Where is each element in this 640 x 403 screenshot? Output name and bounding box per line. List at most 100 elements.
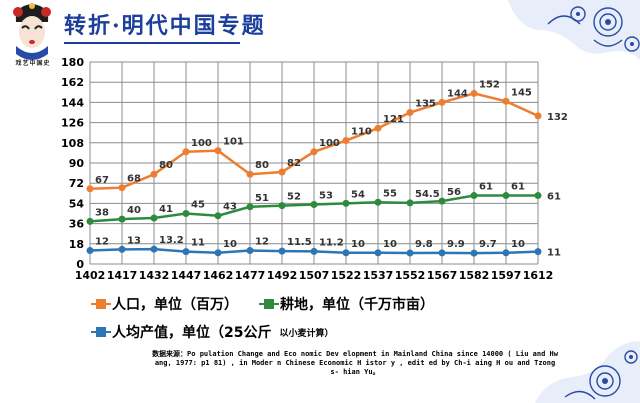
x-tick-label: 1567 [427, 269, 458, 282]
data-label-population: 135 [415, 99, 436, 110]
x-tick-label: 1582 [459, 269, 490, 282]
data-label-population: 68 [127, 174, 141, 185]
x-tick-label: 1477 [235, 269, 266, 282]
data-point-farmland [470, 192, 478, 200]
y-tick-label: 72 [69, 177, 84, 190]
data-point-farmland [278, 202, 286, 210]
data-point-farmland [342, 199, 350, 207]
data-point-farmland [310, 201, 318, 209]
legend-label-farmland: 耕地，单位（千万市亩） [280, 297, 434, 313]
data-label-per_capita: 10 [351, 239, 365, 250]
data-point-per_capita [150, 245, 158, 253]
legend-label-per-capita-note: 以小麦计算） [279, 328, 334, 339]
x-tick-label: 1597 [491, 269, 522, 282]
y-tick-label: 36 [69, 218, 85, 231]
data-point-population [246, 170, 254, 178]
data-label-population: 145 [511, 87, 532, 98]
data-point-per_capita [182, 248, 190, 256]
data-point-population [470, 89, 478, 97]
title-underline [64, 42, 240, 44]
data-point-per_capita [310, 247, 318, 255]
data-label-farmland: 52 [287, 192, 301, 203]
legend-row-2: 人均产值，单位（25公斤 以小麦计算） [91, 322, 334, 342]
y-tick-label: 126 [61, 117, 84, 130]
data-point-per_capita [342, 249, 350, 257]
legend-label-per-capita: 人均产值，单位（25公斤 [112, 325, 272, 341]
data-point-per_capita [406, 249, 414, 257]
data-point-per_capita [86, 247, 94, 255]
data-label-per_capita: 11.2 [319, 237, 344, 248]
data-label-population: 80 [255, 160, 269, 171]
data-label-population: 132 [547, 112, 568, 123]
x-tick-label: 1417 [107, 269, 138, 282]
data-point-per_capita [438, 249, 446, 257]
x-tick-label: 1552 [395, 269, 426, 282]
data-label-farmland: 38 [95, 207, 109, 218]
data-label-per_capita: 11 [547, 248, 561, 259]
data-label-farmland: 61 [547, 192, 561, 203]
data-label-population: 121 [383, 114, 404, 125]
data-point-farmland [214, 212, 222, 220]
data-label-farmland: 40 [127, 205, 141, 216]
data-label-farmland: 43 [223, 202, 237, 213]
y-tick-label: 162 [61, 76, 84, 89]
data-label-farmland: 41 [159, 204, 173, 215]
data-label-population: 100 [319, 138, 340, 149]
data-point-population [118, 184, 126, 192]
data-label-per_capita: 13.2 [159, 235, 184, 246]
data-label-per_capita: 9.9 [447, 239, 465, 250]
data-label-population: 110 [351, 127, 372, 138]
data-point-population [534, 112, 542, 120]
data-point-farmland [374, 198, 382, 206]
legend-item-per-capita: 人均产值，单位（25公斤 以小麦计算） [91, 322, 334, 342]
data-label-per_capita: 10 [511, 239, 525, 250]
x-tick-label: 1507 [299, 269, 330, 282]
x-tick-label: 1537 [363, 269, 394, 282]
data-label-population: 82 [287, 158, 301, 169]
legend-row-1: 人口，单位（百万） 耕地，单位（千万市亩） [91, 294, 434, 314]
data-point-farmland [118, 215, 126, 223]
data-point-per_capita [214, 249, 222, 257]
y-tick-label: 54 [69, 197, 85, 210]
legend-label-population: 人口，单位（百万） [112, 297, 238, 313]
data-label-population: 101 [223, 137, 244, 148]
data-label-per_capita: 11.5 [287, 237, 312, 248]
data-point-farmland [150, 214, 158, 222]
data-label-per_capita: 13 [127, 235, 141, 246]
x-tick-label: 1522 [331, 269, 362, 282]
x-tick-label: 1432 [139, 269, 170, 282]
page-title: 转折·明代中国专题 [64, 13, 266, 39]
data-point-per_capita [534, 248, 542, 256]
data-point-population [150, 170, 158, 178]
data-point-per_capita [470, 249, 478, 257]
data-source-note: 数据来源：Po pulation Change and Eco nomic De… [152, 350, 558, 376]
data-point-farmland [438, 197, 446, 205]
data-label-population: 100 [191, 138, 212, 149]
data-point-per_capita [278, 247, 286, 255]
data-label-farmland: 45 [191, 200, 205, 211]
y-tick-label: 0 [76, 258, 84, 271]
data-point-population [278, 168, 286, 176]
data-point-per_capita [118, 245, 126, 253]
data-point-farmland [534, 192, 542, 200]
data-point-population [310, 148, 318, 156]
data-point-per_capita [502, 249, 510, 257]
data-label-farmland: 61 [479, 182, 493, 193]
data-label-per_capita: 9.7 [479, 239, 497, 250]
data-label-population: 80 [159, 160, 173, 171]
data-point-population [438, 98, 446, 106]
data-label-farmland: 54.5 [415, 189, 440, 200]
legend-swatch-farmland [259, 299, 279, 309]
data-label-farmland: 61 [511, 182, 525, 193]
x-tick-label: 1462 [203, 269, 234, 282]
legend-item-population: 人口，单位（百万） [91, 294, 238, 314]
data-point-population [182, 148, 190, 156]
data-label-per_capita: 10 [383, 239, 397, 250]
data-point-farmland [406, 199, 414, 207]
data-point-population [214, 147, 222, 155]
y-tick-label: 180 [61, 56, 84, 69]
data-point-farmland [502, 192, 510, 200]
x-tick-label: 1447 [171, 269, 202, 282]
data-label-population: 67 [95, 175, 109, 186]
